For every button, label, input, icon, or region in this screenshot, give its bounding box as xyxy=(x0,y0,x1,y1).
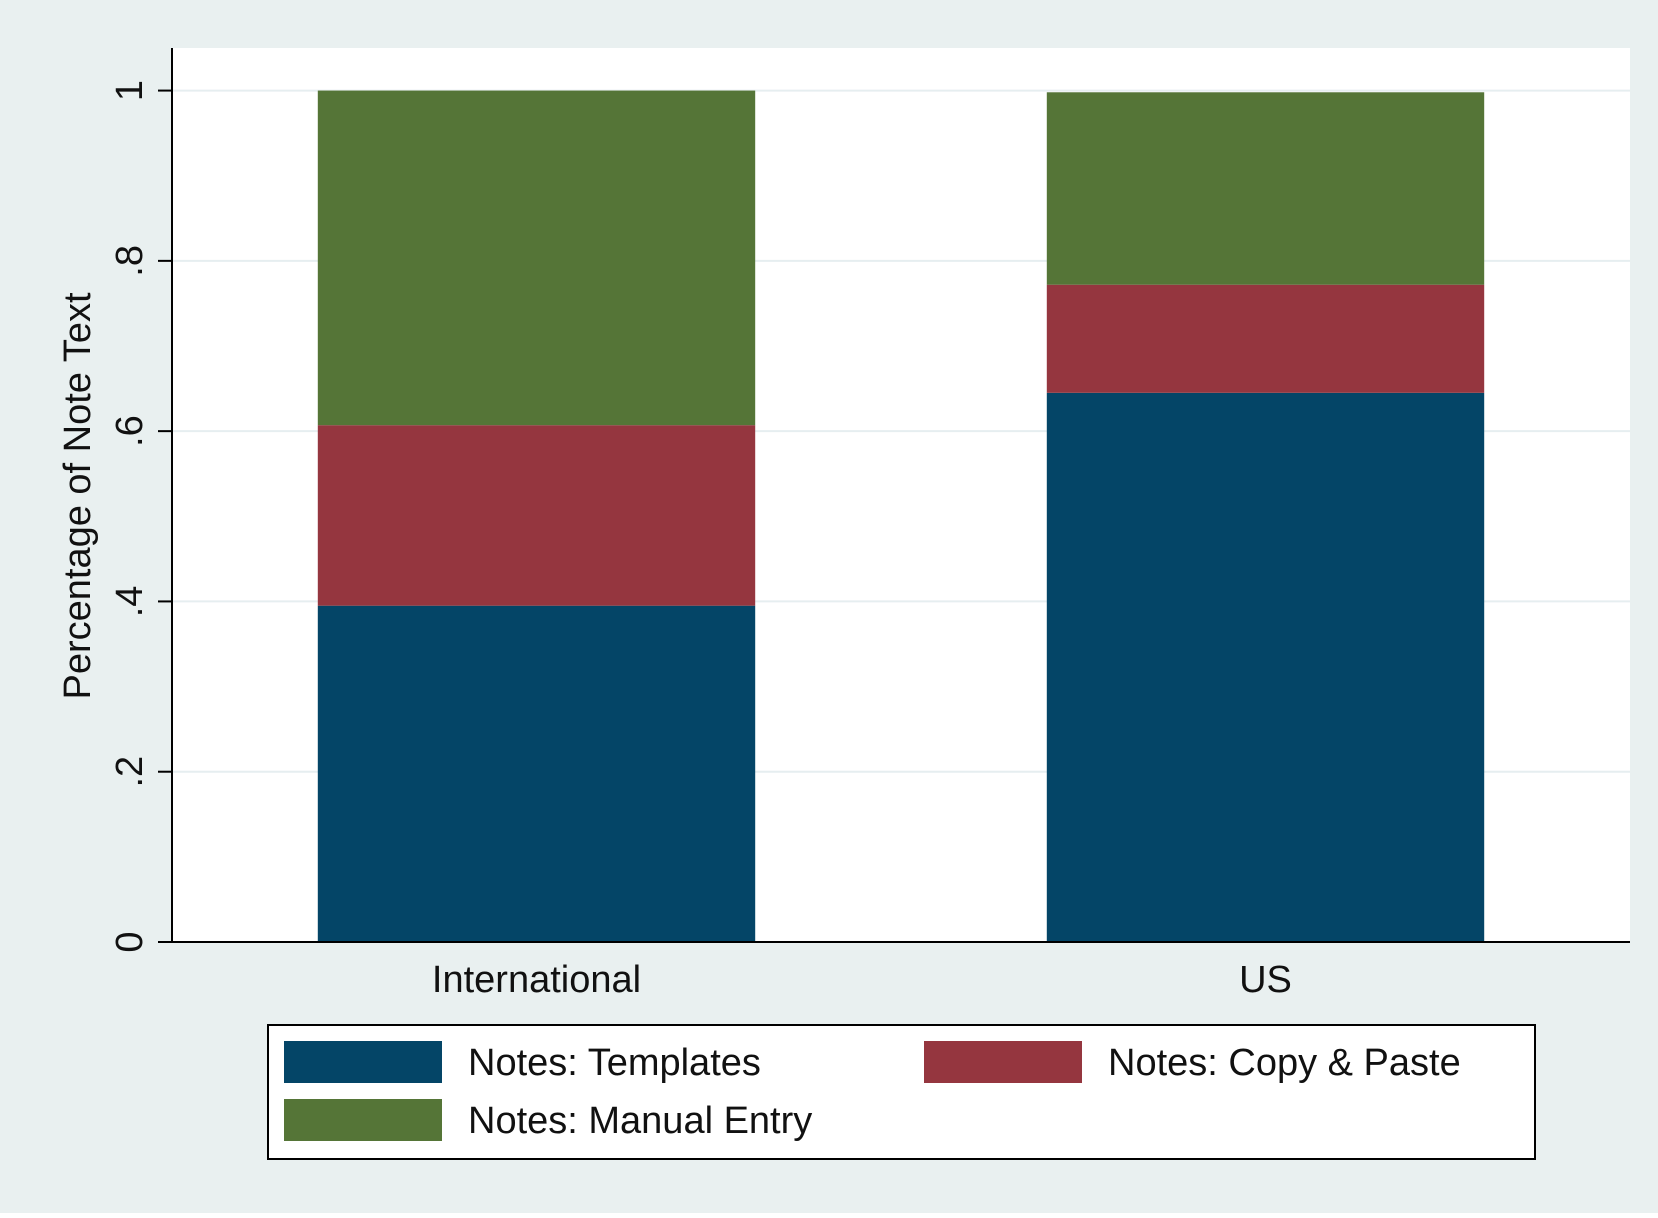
y-tick-label: .6 xyxy=(109,415,151,447)
x-tick-label: US xyxy=(1239,959,1292,1001)
legend-swatch xyxy=(284,1041,442,1083)
y-tick-label: 0 xyxy=(109,931,151,952)
y-tick-label: 1 xyxy=(109,80,151,101)
x-tick-label: International xyxy=(432,959,641,1001)
y-tick-label: .8 xyxy=(109,245,151,277)
bar-segment xyxy=(1047,285,1484,393)
legend-swatch xyxy=(924,1041,1082,1083)
legend: Notes: Templates Notes: Copy & Paste Notes… xyxy=(268,1025,1535,1159)
y-tick-label: .4 xyxy=(109,586,151,618)
bar-segment xyxy=(318,91,755,426)
legend-swatch xyxy=(284,1099,442,1141)
bar-segment xyxy=(1047,92,1484,284)
y-axis-label: Percentage of Note Text xyxy=(57,292,99,699)
legend-label: Notes: Templates xyxy=(468,1042,761,1084)
bar-segment xyxy=(318,425,755,606)
legend-label: Notes: Manual Entry xyxy=(468,1100,812,1142)
bar-segment xyxy=(318,606,755,942)
bar-segment xyxy=(1047,393,1484,942)
legend-label: Notes: Copy & Paste xyxy=(1108,1042,1461,1084)
y-tick-label: .2 xyxy=(109,756,151,788)
